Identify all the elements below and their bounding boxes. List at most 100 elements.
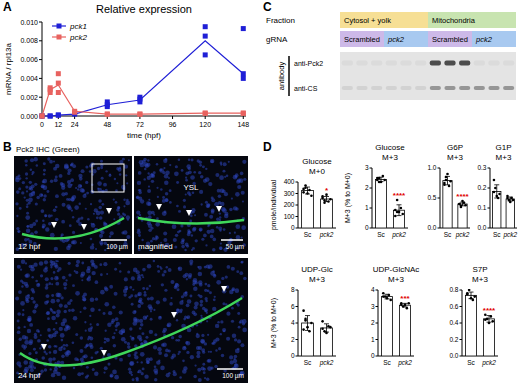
- data-point: [241, 26, 246, 31]
- nucleus: [182, 240, 184, 242]
- data-point: [383, 179, 386, 182]
- nucleus: [207, 366, 212, 371]
- nucleus: [208, 351, 210, 353]
- nucleus: [98, 199, 102, 203]
- data-point: [491, 320, 494, 323]
- data-point: [493, 191, 496, 194]
- nucleus: [148, 224, 153, 229]
- nucleus: [67, 172, 70, 175]
- nucleus: [194, 301, 199, 306]
- nucleus: [123, 293, 126, 296]
- nucleus: [204, 377, 206, 379]
- nucleus: [50, 260, 53, 263]
- chart-title: Glucose: [302, 157, 332, 166]
- nucleus: [174, 171, 179, 176]
- nucleus: [74, 205, 79, 210]
- nucleus: [179, 301, 183, 305]
- y-tick-label: 0.000: [20, 113, 38, 120]
- data-point: [472, 299, 475, 302]
- nucleus: [85, 330, 87, 332]
- nucleus: [73, 367, 75, 369]
- nucleus: [241, 261, 244, 264]
- plot-area: [302, 184, 333, 228]
- nucleus: [177, 353, 179, 355]
- nucleus: [148, 186, 150, 188]
- image-label: 12 hpf: [18, 242, 41, 251]
- nucleus: [192, 311, 196, 315]
- nucleus: [56, 277, 58, 279]
- nucleus: [234, 355, 238, 359]
- nucleus: [45, 215, 47, 217]
- nucleus: [199, 164, 202, 167]
- nucleus: [212, 342, 215, 345]
- nucleus: [43, 173, 45, 175]
- nucleus: [65, 279, 67, 281]
- y-tick: [39, 40, 42, 41]
- nucleus: [105, 330, 107, 332]
- nucleus: [27, 238, 30, 241]
- nucleus: [235, 224, 240, 229]
- nucleus: [234, 338, 237, 341]
- y-tick: [376, 306, 379, 307]
- nucleus: [44, 214, 47, 217]
- nucleus: [71, 308, 75, 312]
- y-tick-label: 0.6: [449, 303, 458, 310]
- y-tick-label: 4: [291, 319, 295, 326]
- y-axis-label: M+3 (% to M+0): [270, 298, 278, 348]
- bar: [465, 295, 476, 356]
- y-tick-label: 0: [291, 224, 295, 231]
- nucleus: [140, 163, 145, 168]
- nucleus: [144, 291, 147, 294]
- nucleus: [48, 358, 52, 362]
- bar: [381, 297, 392, 356]
- y-tick: [296, 306, 299, 307]
- nucleus: [238, 326, 241, 329]
- nucleus: [129, 327, 132, 330]
- nucleus: [75, 187, 77, 189]
- nucleus: [32, 171, 35, 174]
- nucleus: [81, 372, 84, 375]
- y-tick: [296, 339, 299, 340]
- nucleus: [179, 376, 181, 378]
- nucleus: [242, 328, 247, 333]
- nucleus: [137, 230, 141, 234]
- nucleus: [43, 194, 46, 197]
- nucleus: [40, 370, 43, 373]
- x-tick-label: 0: [40, 121, 44, 128]
- error-line: [489, 316, 490, 323]
- scale-bar: [221, 239, 243, 241]
- y-axis-label: M+3 (% to M+0): [344, 173, 352, 223]
- nucleus: [132, 378, 135, 381]
- nucleus: [21, 191, 24, 194]
- nucleus: [198, 272, 203, 277]
- significance: *: [325, 186, 329, 195]
- nucleus: [22, 181, 25, 184]
- blot-band: [503, 86, 514, 90]
- bar: [483, 319, 494, 356]
- error-line: [307, 316, 308, 331]
- nucleus: [188, 170, 192, 174]
- nucleus: [100, 211, 104, 215]
- chart-title: Glucose: [375, 143, 405, 152]
- nucleus: [17, 230, 20, 233]
- nucleus: [232, 289, 235, 292]
- nucleus: [78, 174, 82, 178]
- nucleus: [237, 339, 241, 343]
- error-line: [496, 185, 497, 198]
- data-point: [406, 307, 409, 310]
- y-axis-label: pmole/individual: [270, 179, 278, 230]
- nucleus: [239, 321, 241, 323]
- data-point: [460, 205, 463, 208]
- nucleus: [220, 162, 223, 165]
- data-point: [325, 332, 328, 335]
- nucleus: [190, 355, 194, 359]
- nucleus: [95, 298, 98, 301]
- nucleus: [175, 339, 178, 342]
- nucleus: [169, 302, 173, 306]
- blot-band: [371, 61, 382, 66]
- nucleus: [199, 228, 203, 232]
- nucleus: [180, 224, 183, 227]
- y-tick: [488, 228, 491, 229]
- data-point: [463, 202, 466, 205]
- nucleus: [205, 244, 207, 246]
